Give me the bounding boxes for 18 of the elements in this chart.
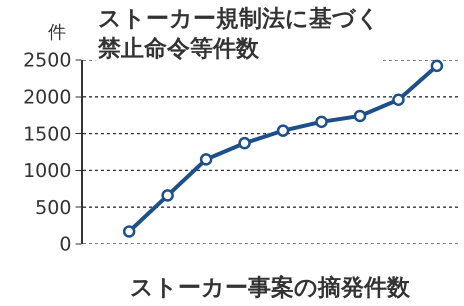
y-tick-label: 2500 [23,50,72,72]
y-tick-label: 1000 [23,160,72,182]
point [430,60,444,72]
y-tick-label: 0 [59,234,72,256]
point [354,110,366,122]
y-axis-title: 件 [48,22,66,43]
point [161,189,174,202]
point [276,124,290,137]
point [122,225,136,238]
point [392,93,405,106]
point [200,153,212,166]
y-tick-label: 2000 [23,86,72,108]
point [315,116,328,128]
text: ストーカー事案の摘発件数 [130,274,411,301]
y-tick-label: 1500 [23,123,72,146]
y-tick-label: 500 [35,196,72,219]
point [238,136,251,150]
chart-title: ストーカー規制法に基づく禁止命令等件数 [97,6,380,62]
